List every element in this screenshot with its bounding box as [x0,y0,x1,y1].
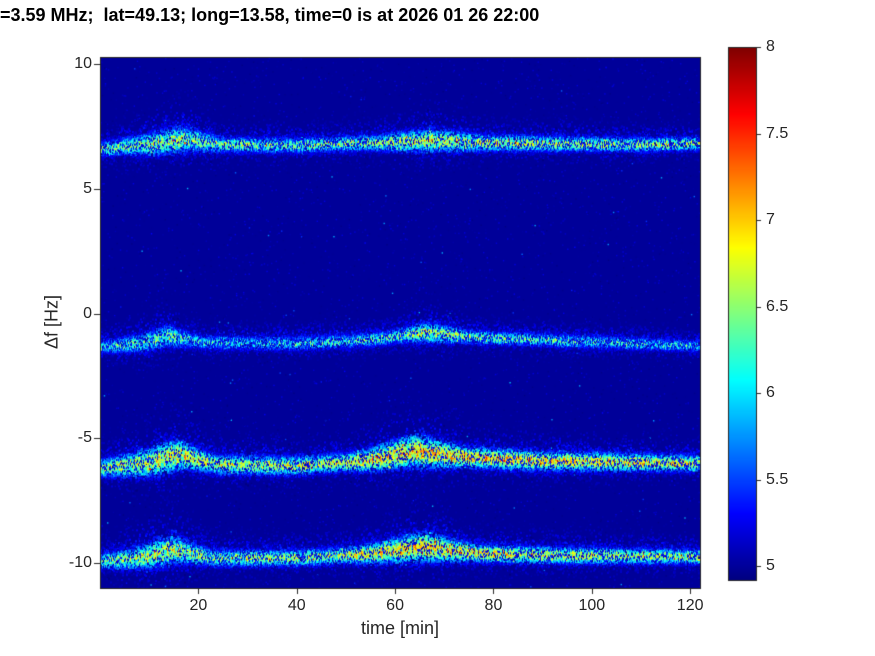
x-tick-label: 100 [578,597,606,614]
colorbar-tick-label: 6 [766,384,775,402]
y-tick-label: 5 [83,180,92,198]
y-tick-label: 10 [74,55,92,73]
colorbar-tick-label: 5.5 [766,470,789,488]
colorbar-tick-label: 6.5 [766,297,789,315]
x-tick-label: 80 [484,597,503,614]
x-tick-label: 40 [287,597,306,614]
y-tick-label: -10 [68,554,92,572]
x-tick-label: 60 [386,597,404,614]
x-tick-label: 120 [676,597,704,614]
x-tick-label: 20 [189,597,208,614]
y-tick-label: -5 [77,429,92,447]
y-tick-label: 0 [83,304,92,322]
x-axis-label: time [min] [360,618,440,638]
colorbar-tick-label: 5 [766,557,775,575]
colorbar-tick-label: 7.5 [766,124,789,142]
chart-title: =3.59 MHz; lat=49.13; long=13.58, time=0… [0,5,540,25]
colorbar-tick-label: 7 [766,211,775,229]
colorbar-tick-label: 8 [766,38,775,55]
